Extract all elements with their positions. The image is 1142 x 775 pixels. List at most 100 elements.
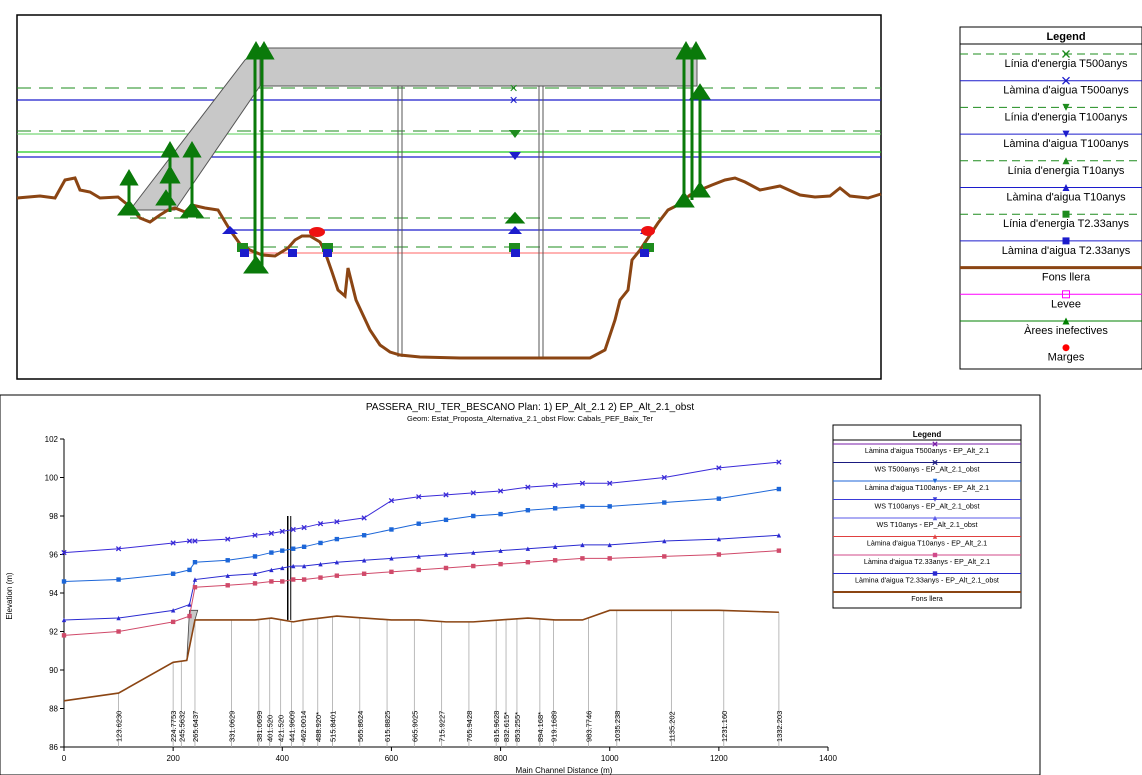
ineffective-marker [243, 255, 269, 274]
station-label: 919.1689 [550, 711, 559, 742]
data-point-stroke [334, 519, 340, 525]
y-tick-label: 88 [49, 705, 58, 714]
xs-legend-item-marker-stroke [1062, 50, 1070, 58]
profile-legend-marker [932, 441, 938, 447]
data-point [187, 567, 192, 573]
data-point [61, 617, 67, 623]
bank-marker [309, 227, 325, 237]
t233-water-marker [288, 249, 297, 257]
data-point [776, 459, 782, 465]
data-point-stroke [301, 524, 307, 531]
data-point [170, 571, 176, 576]
station-label: 1332.203 [775, 711, 784, 742]
data-point [280, 565, 285, 571]
profile-legend-marker [932, 459, 938, 466]
data-point-stroke [416, 494, 422, 500]
t500-energy-marker: ✕ [509, 83, 518, 95]
data-point [389, 569, 394, 575]
data-point [661, 474, 667, 481]
data-point-stroke [290, 526, 296, 533]
ineffective-marker [673, 191, 695, 208]
data-point [662, 500, 667, 505]
data-point [269, 550, 274, 555]
cross-section-panel: ✕ ✕ [16, 14, 882, 380]
profile-legend-label: Fons llera [911, 594, 943, 603]
x-tick-label: 1400 [819, 754, 837, 763]
x-tick-label: 0 [62, 754, 67, 763]
xs-legend-item-marker [1062, 290, 1070, 299]
data-point-stroke [661, 474, 667, 481]
data-point [416, 567, 421, 573]
y-tick-label: 96 [49, 551, 58, 560]
xs-legend-item-marker-stroke [1062, 76, 1070, 85]
data-point [192, 585, 198, 590]
station-label: 462.0014 [299, 711, 308, 742]
t10-water-marker [508, 226, 522, 234]
data-point [525, 508, 531, 513]
y-tick-label: 90 [49, 666, 58, 675]
ground-profile [16, 176, 882, 360]
profile-legend-label: Làmina d'aigua T2.33anys - EP_Alt_2.1_ob… [855, 576, 999, 585]
data-point [61, 549, 67, 556]
plot-area: 86 88 90 92 94 96 98 100 102 0 200 400 600 800 1000 120… [45, 435, 838, 763]
data-point [525, 560, 531, 565]
data-point [301, 563, 307, 569]
station-label: 515.8401 [328, 711, 337, 742]
data-point [268, 530, 275, 536]
data-point [525, 484, 531, 490]
data-point-stroke [170, 540, 176, 546]
xs-legend-item-label: Làmina d'aigua T100anys [1003, 138, 1129, 150]
data-point [252, 581, 258, 586]
xs-legend-item-label: Línia d'energia T2.33anys [1003, 218, 1130, 230]
data-point [187, 613, 192, 619]
data-point-stroke [115, 546, 122, 552]
y-tick-label: 94 [49, 589, 58, 598]
data-point-stroke [388, 497, 395, 504]
data-point [334, 519, 340, 525]
x-tick-label: 1000 [601, 754, 619, 763]
xs-legend-item-marker [1062, 317, 1070, 325]
data-point [225, 536, 231, 542]
t233-energy-marker [643, 243, 654, 252]
data-point [252, 532, 258, 538]
data-point [361, 558, 367, 563]
series-line [63, 461, 779, 554]
bridge-deck [259, 47, 698, 87]
profile-legend-items: Làmina d'aigua T500anys - EP_Alt_2.1 WS T… [833, 441, 1021, 603]
x-tick-label: 400 [276, 754, 290, 763]
t100-water-marker [509, 152, 521, 160]
station-label: 421.520 [277, 715, 286, 742]
data-point [186, 538, 193, 544]
t233-energy-marker [237, 243, 248, 252]
data-point-stroke [317, 521, 324, 527]
data-point [318, 540, 323, 546]
data-point [389, 527, 394, 532]
x-tick-label: 800 [494, 754, 508, 763]
profile-legend-label: Làmina d'aigua T100anys - EP_Alt_2.1 [865, 483, 989, 492]
data-point [607, 480, 613, 486]
data-point-stroke [252, 532, 258, 538]
profile-legend-box [832, 424, 1022, 609]
xs-legend-item-marker [1062, 50, 1070, 58]
data-point [580, 542, 585, 548]
data-point [301, 524, 307, 531]
data-point [498, 561, 503, 567]
data-point [116, 615, 121, 621]
data-point [225, 573, 230, 578]
data-point-stroke [279, 528, 285, 535]
data-point [301, 544, 307, 549]
station-label: 1231.160 [720, 711, 729, 742]
data-point [170, 608, 176, 613]
ineffective-marker [689, 83, 711, 100]
series-line [63, 534, 779, 621]
data-point [443, 517, 449, 523]
y-tick-label: 92 [49, 628, 58, 637]
station-label: 123.6230 [115, 711, 124, 742]
profile-legend-marker-stroke [932, 441, 938, 447]
profile-legend-marker [932, 571, 938, 576]
data-point [192, 560, 198, 565]
data-point [471, 513, 476, 519]
data-point [389, 556, 394, 561]
data-point-stroke [61, 549, 67, 556]
data-point [607, 556, 612, 561]
